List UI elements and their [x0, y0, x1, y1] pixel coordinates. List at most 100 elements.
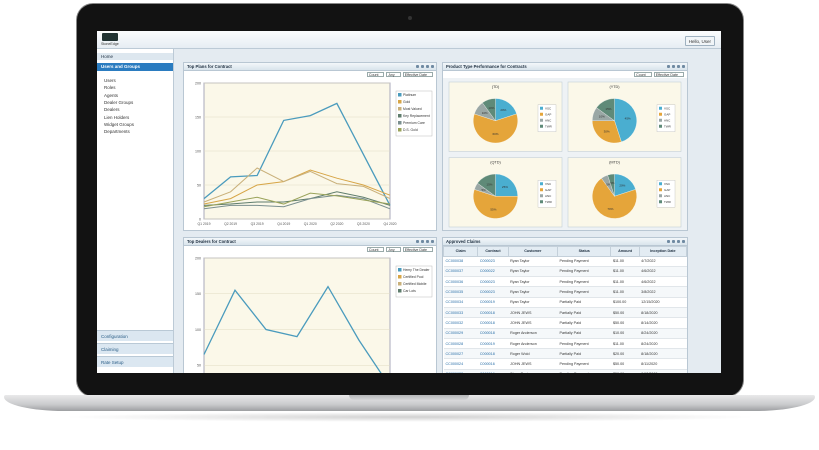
slice-label: 70%	[607, 207, 613, 211]
widget-icon[interactable]	[430, 64, 434, 68]
table-cell: Ryan Taylor	[508, 297, 558, 308]
table-cell: $50.00	[610, 358, 640, 370]
legend-label: VSC	[664, 107, 671, 111]
x-tick-label: Q4 2019	[277, 222, 290, 226]
table-cell: Pending Payment	[557, 286, 611, 298]
widget-icon[interactable]	[425, 239, 429, 243]
legend-swatch	[659, 112, 662, 116]
widget-icon[interactable]	[666, 64, 670, 68]
line-chart: 0 50 100 150 200 Q1 2019 Q2 2019 Q3 2019 Q4 2019…	[195, 81, 433, 226]
series-line	[203, 192, 391, 208]
table-cell: CC000035	[443, 286, 478, 298]
table-cell: CC000033	[443, 307, 478, 319]
user-button[interactable]: Hello, User	[684, 36, 715, 46]
laptop-base	[4, 395, 815, 411]
widget-icon[interactable]	[415, 64, 419, 68]
legend-label: TWR	[545, 200, 553, 204]
menu-item[interactable]: Lien Holders	[104, 114, 130, 120]
widget-icon[interactable]	[420, 239, 424, 243]
widget-icon[interactable]	[420, 64, 424, 68]
home-link[interactable]: Home	[97, 53, 173, 60]
slice-label: 10%	[488, 106, 494, 110]
claims-table: Claim Contract Customer Status Amount Incepti…	[443, 246, 687, 373]
widget-icon[interactable]	[676, 64, 680, 68]
dropdown[interactable]: Any	[386, 247, 401, 252]
widget-icon[interactable]	[666, 239, 670, 243]
widget-icon[interactable]	[676, 239, 680, 243]
widget-icon[interactable]	[415, 239, 419, 243]
legend-swatch	[398, 121, 402, 125]
table-cell: JOHN JEWS	[508, 307, 558, 319]
slice-label: 5%	[606, 182, 611, 186]
legend-swatch	[398, 100, 402, 104]
menu-item[interactable]: Users	[104, 78, 116, 83]
dropdown[interactable]: Count	[634, 72, 652, 77]
dropdown[interactable]: Effective Date	[653, 72, 684, 77]
slice-label: 5%	[610, 181, 615, 185]
table-cell: 8/18/2020	[639, 348, 687, 360]
widget-panel: Top Dealers for Contract Count Any Effectiv…	[183, 237, 437, 373]
legend-swatch	[540, 112, 543, 116]
legend-swatch	[398, 268, 402, 272]
table-cell: CC000034	[443, 297, 478, 308]
table-cell: C000018	[477, 307, 509, 319]
menu-item[interactable]: Widget Groups	[104, 121, 135, 127]
dropdown[interactable]: Count	[366, 72, 385, 77]
dropdown[interactable]: Count	[366, 247, 385, 252]
legend-label: Certified Mobile	[403, 282, 427, 286]
menu-item[interactable]: Roles	[104, 85, 116, 91]
dropdown[interactable]: Effective Date	[402, 72, 433, 77]
slice-label: 45%	[625, 117, 631, 121]
pie-slice	[592, 178, 637, 219]
widget-icon[interactable]	[671, 239, 675, 243]
table-cell: CC000036	[443, 276, 478, 288]
dropdown[interactable]: Any	[386, 72, 401, 77]
slice-label: 15%	[486, 182, 492, 186]
series-line	[203, 194, 391, 210]
table-cell: Ryan Taylor	[508, 256, 558, 267]
table-cell: 12/15/2020	[639, 297, 687, 308]
menu-section[interactable]: Configuration	[97, 330, 173, 341]
table-cell: $11.00	[610, 266, 640, 278]
series-line	[203, 285, 382, 373]
widget-icon[interactable]	[671, 64, 675, 68]
legend-swatch	[398, 275, 402, 279]
legend-swatch	[540, 106, 543, 110]
table-row: CC000037 C000022 Ryan Taylor Pending Paymen…	[443, 266, 687, 278]
table-cell: $100.00	[610, 297, 640, 308]
column-header: Contract	[477, 246, 509, 257]
menu-section[interactable]: Rate Setup	[97, 356, 173, 367]
pie-title: (TD)	[492, 85, 500, 89]
legend-swatch	[659, 194, 662, 198]
section-header[interactable]: Users and Groups	[97, 63, 173, 71]
table-cell: C000018	[477, 328, 509, 339]
pie-slice	[477, 173, 496, 197]
menu-item[interactable]: Departments	[104, 129, 130, 135]
x-tick-label: Q4 2020	[383, 222, 396, 226]
widget-icon[interactable]	[430, 239, 434, 243]
table-cell: $50.00	[610, 369, 640, 373]
x-tick-label: Q1 2020	[304, 222, 317, 226]
legend-label: TWR	[664, 200, 672, 204]
table-row: CC000036 C000023 Ryan Taylor Pending Paymen…	[443, 276, 687, 288]
menu-item[interactable]: Agents	[104, 92, 119, 98]
table-cell: 8/24/2020	[639, 338, 687, 350]
dropdown[interactable]: Effective Date	[402, 247, 433, 252]
menu-item[interactable]: Dealers	[104, 107, 120, 113]
menu-section[interactable]: Claiming	[97, 343, 173, 354]
table-cell: $10.00	[610, 328, 640, 339]
widget-icon[interactable]	[425, 64, 429, 68]
menu-item[interactable]: Dealer Groups	[104, 99, 134, 105]
y-tick-label: 100	[195, 328, 201, 332]
legend-label: Hemy The Dealer	[403, 268, 430, 272]
legend-label: TWR	[545, 125, 553, 129]
legend-swatch	[659, 182, 662, 186]
widget-panel: Top Plans for Contract Count Any Effective …	[183, 62, 437, 231]
table-cell: C000019	[477, 297, 509, 308]
widget-icon[interactable]	[681, 64, 685, 68]
widget-icon[interactable]	[681, 239, 685, 243]
legend-swatch	[540, 124, 543, 128]
table-cell: 8/11/2020	[639, 358, 687, 370]
table-cell: Roger Anderson	[508, 328, 558, 339]
